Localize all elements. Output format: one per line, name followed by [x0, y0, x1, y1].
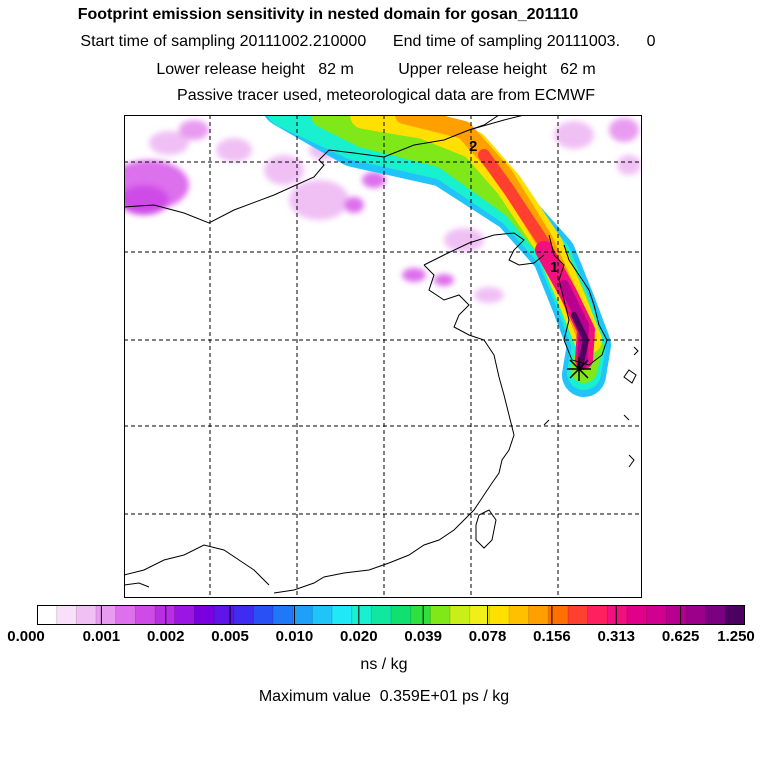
- trajectory-label-2: 2: [469, 138, 477, 155]
- colorbar-tick-label: 0.156: [533, 628, 571, 645]
- colorbar-tick-label: 0.005: [211, 628, 249, 645]
- coastlines: [124, 115, 639, 594]
- colorbar-tick-label: 0.002: [146, 628, 185, 645]
- colorbar-cell: [606, 605, 629, 625]
- colorbar-cells: [37, 605, 745, 625]
- colorbar-cell: [665, 605, 688, 625]
- colorbar: [37, 605, 745, 625]
- colorbar-cell: [233, 605, 255, 625]
- colorbar-cell: [37, 605, 58, 625]
- colorbar-cell: [469, 605, 491, 625]
- colorbar-cell: [154, 605, 176, 625]
- release-height-line: Lower release height 82 m Upper release …: [156, 61, 596, 78]
- colorbar-tick-label: 0.078: [468, 628, 507, 645]
- colorbar-cell: [311, 605, 333, 625]
- colorbar-cell: [449, 605, 471, 625]
- star-marker-icon: [567, 357, 591, 381]
- colorbar-tick-label: 0.039: [404, 628, 442, 645]
- colorbar-tick-label: 1.250: [717, 628, 755, 645]
- colorbar-frame: [37, 605, 745, 625]
- colorbar-cell: [292, 605, 314, 625]
- colorbar-cell: [95, 605, 117, 625]
- colorbar-cell: [193, 605, 216, 625]
- colorbar-tick-marks: [37, 605, 745, 625]
- colorbar-cell: [390, 605, 412, 625]
- trajectory-label-1: 1: [550, 259, 558, 276]
- colorbar-cell: [705, 605, 727, 625]
- colorbar-cell: [252, 605, 275, 625]
- colorbar-cell: [213, 605, 235, 625]
- colorbar-tick-label: 0.313: [597, 628, 636, 645]
- units-label: ns / kg: [360, 656, 408, 673]
- colorbar-tick-label: 0.625: [661, 628, 700, 645]
- colorbar-cell: [56, 605, 78, 625]
- colorbar-cell: [351, 605, 373, 625]
- colorbar-cell: [508, 605, 530, 625]
- colorbar-cell: [488, 605, 510, 625]
- colorbar-cell: [410, 605, 432, 625]
- colorbar-tick-label: 0.010: [275, 628, 314, 645]
- colorbar-cell: [567, 605, 589, 625]
- colorbar-cell: [547, 605, 569, 625]
- colorbar-tick-label: 0.020: [340, 628, 378, 645]
- colorbar-cell: [272, 605, 294, 625]
- colorbar-cell: [724, 605, 745, 625]
- colorbar-cell: [528, 605, 550, 625]
- footprint-map: 2 1: [124, 115, 642, 598]
- colorbar-cell: [429, 605, 451, 625]
- map-title: Footprint emission sensitivity in nested…: [77, 6, 579, 23]
- sampling-time-line: Start time of sampling 20111002.210000 E…: [80, 33, 656, 50]
- colorbar-cell: [115, 605, 137, 625]
- colorbar-tick-label: 0.001: [82, 628, 121, 645]
- colorbar-cell: [331, 605, 353, 625]
- colorbar-cell: [646, 605, 668, 625]
- max-value-label: Maximum value 0.359E+01 ps / kg: [258, 688, 510, 705]
- emission-plume: [264, 115, 611, 397]
- tracer-info-line: Passive tracer used, meteorological data…: [177, 87, 595, 104]
- colorbar-cell: [587, 605, 609, 625]
- colorbar-cell: [370, 605, 392, 625]
- colorbar-cell: [75, 605, 98, 625]
- low-sensitivity-patches: [124, 118, 641, 303]
- colorbar-labels: 0.000 0.001 0.002 0.005 0.010 0.020 0.039 0.078…: [0, 628, 768, 648]
- map-frame: [124, 115, 642, 598]
- map-gridlines: [124, 115, 642, 598]
- colorbar-cell: [174, 605, 196, 625]
- map-panel: 2 1: [124, 115, 642, 598]
- colorbar-cell: [626, 605, 648, 625]
- colorbar-tick-label: 0.000: [7, 628, 45, 645]
- colorbar-cell: [134, 605, 157, 625]
- colorbar-cell: [685, 605, 707, 625]
